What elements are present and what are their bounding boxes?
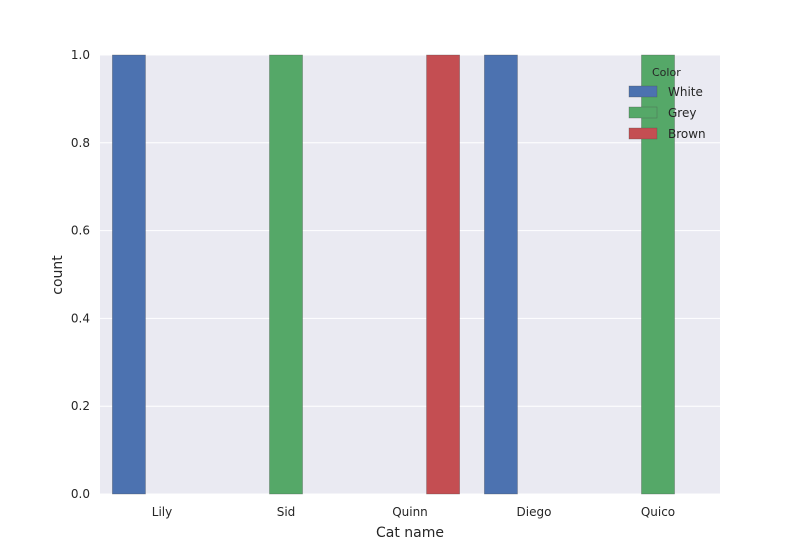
x-tick-labels: Lily Sid Quinn Diego Quico: [152, 505, 675, 519]
bar-grey-quico: [641, 54, 675, 495]
x-tick-label: Quinn: [392, 505, 428, 519]
legend: Color White Grey Brown: [628, 66, 706, 141]
legend-swatch: [628, 106, 658, 119]
legend-label: White: [668, 85, 703, 99]
x-tick-label: Lily: [152, 505, 172, 519]
x-tick-label: Diego: [517, 505, 552, 519]
x-axis-label: Cat name: [376, 525, 444, 541]
y-tick-label: 0.6: [71, 224, 90, 238]
y-axis-label: count: [50, 255, 66, 295]
legend-label: Grey: [668, 106, 696, 120]
plot-area: [100, 55, 720, 494]
y-tick-label: 0.4: [71, 311, 90, 325]
legend-swatch: [628, 127, 658, 140]
y-tick-label: 0.2: [71, 399, 90, 413]
bar-white-lily: [112, 54, 146, 495]
legend-label: Brown: [668, 127, 706, 141]
legend-swatch: [628, 85, 658, 98]
y-tick-label: 0.0: [71, 487, 90, 501]
x-tick-label: Quico: [641, 505, 675, 519]
y-tick-labels: 0.0 0.2 0.4 0.6 0.8 1.0: [71, 48, 90, 501]
y-tick-label: 0.8: [71, 136, 90, 150]
bar-brown-quinn: [426, 54, 460, 495]
y-tick-label: 1.0: [71, 48, 90, 62]
grid-lines: [100, 54, 720, 495]
legend-title: Color: [652, 66, 681, 79]
bar-grey-sid: [269, 54, 303, 495]
bar-white-diego: [484, 54, 518, 495]
bars: [112, 54, 675, 495]
x-tick-label: Sid: [277, 505, 296, 519]
